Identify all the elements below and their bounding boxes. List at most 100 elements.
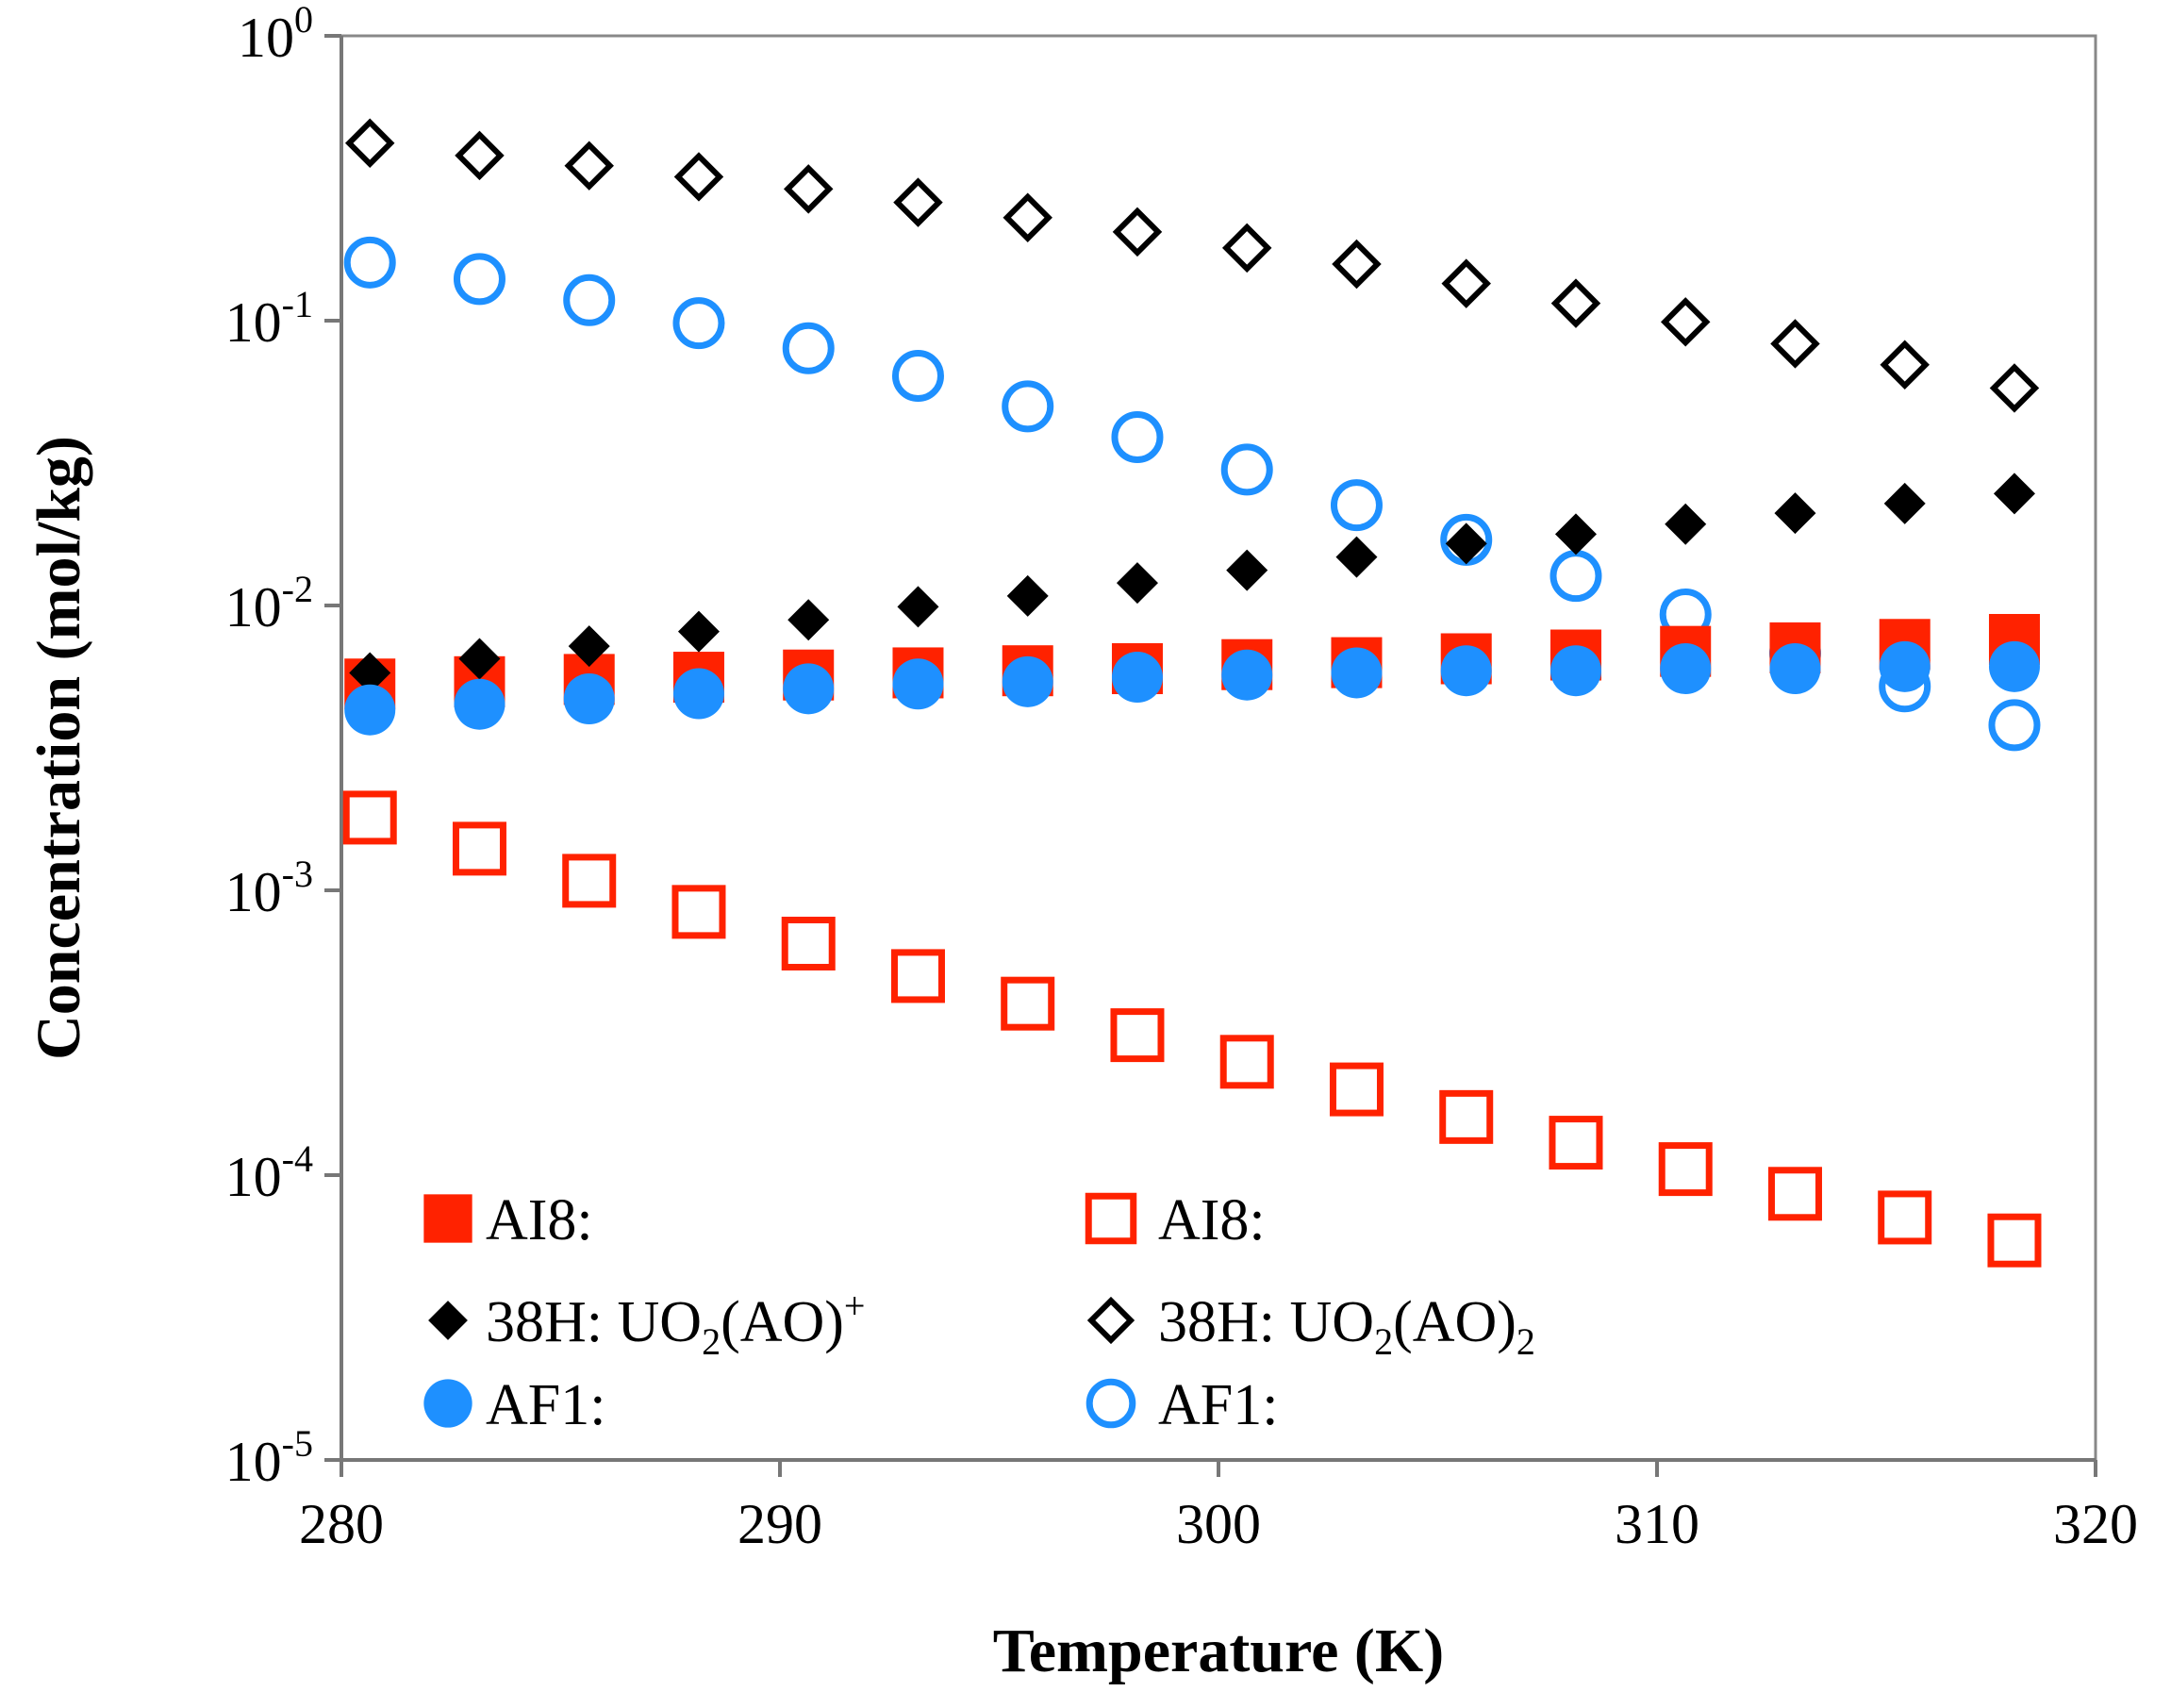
x-tick-label: 320: [2053, 1493, 2138, 1555]
data-point: [1330, 479, 1383, 532]
legend-label: 38H: UO2(AO)2: [1158, 1290, 1535, 1363]
data-point: [1660, 642, 1712, 694]
data-point: [1988, 699, 2041, 752]
legend-marker: [423, 1379, 472, 1428]
legend-item: AF1:: [423, 1373, 605, 1437]
data-point: [1769, 642, 1821, 694]
data-point: [890, 949, 945, 1003]
data-point: [1878, 1190, 1932, 1245]
data-point: [563, 673, 615, 725]
data-point: [783, 663, 835, 715]
x-tick-label: 300: [1176, 1493, 1261, 1555]
data-point: [1002, 380, 1054, 433]
legend-item: 38H: UO2(AO)+: [428, 1285, 865, 1363]
data-point: [1445, 522, 1487, 565]
series-1: [342, 790, 2042, 1268]
data-point: [1111, 410, 1164, 463]
legend-label: AI8:: [1158, 1188, 1266, 1252]
y-tick-label: 10-2: [225, 568, 313, 638]
y-tick-label: 10-5: [225, 1422, 313, 1493]
data-point: [344, 118, 395, 169]
data-point: [1993, 473, 2035, 515]
data-point: [1549, 1116, 1603, 1170]
data-point: [891, 350, 944, 403]
x-tick-label: 310: [1615, 1493, 1699, 1555]
data-point: [783, 164, 834, 214]
legend-marker: [423, 1194, 472, 1243]
data-point: [1440, 645, 1492, 697]
legend-label: 38H: UO2(AO)+: [486, 1285, 865, 1363]
data-point: [897, 586, 939, 628]
data-point: [564, 141, 614, 191]
legend-label: AF1:: [1158, 1373, 1278, 1437]
data-point: [455, 130, 505, 181]
data-point: [452, 821, 506, 876]
x-tick-label: 290: [737, 1493, 822, 1555]
legend-marker: [1085, 1192, 1137, 1245]
data-point: [672, 297, 725, 350]
legend-item: AI8:: [1085, 1188, 1266, 1252]
data-point: [782, 322, 835, 374]
data-point: [1770, 319, 1820, 369]
data-point: [1221, 223, 1272, 274]
data-point: [1116, 562, 1158, 605]
x-axis: 280 290 300 310 320: [299, 1460, 2138, 1555]
data-point: [1767, 1167, 1822, 1221]
data-point: [1335, 536, 1378, 578]
data-point: [1332, 239, 1382, 290]
data-point: [349, 652, 391, 694]
data-point: [1550, 645, 1601, 697]
data-point: [568, 625, 610, 668]
legend-label: AF1:: [486, 1373, 605, 1437]
data-point: [677, 610, 720, 653]
data-point: [1988, 640, 2040, 692]
data-point: [1329, 1062, 1384, 1117]
legend-label: AI8:: [486, 1188, 593, 1252]
data-point: [1774, 492, 1816, 535]
data-point: [892, 658, 944, 710]
y-axis-title: Concentration (mol/kg): [25, 436, 93, 1060]
data-point: [562, 854, 617, 908]
legend-item: 38H: UO2(AO)2: [1086, 1290, 1535, 1363]
series-3: [344, 118, 2040, 413]
legend-item: AI8:: [423, 1188, 593, 1252]
legend-item: AF1:: [1086, 1373, 1278, 1437]
data-point: [1221, 649, 1273, 701]
data-point: [672, 668, 724, 720]
y-axis: 100 10-1 10-2 10-3 10-4 10-5: [225, 0, 341, 1493]
data-point: [1219, 1035, 1274, 1089]
series-2: [349, 473, 2035, 694]
legend-marker: [1086, 1378, 1136, 1429]
data-point: [1658, 1142, 1713, 1197]
data-point: [453, 253, 505, 306]
series-layer: [342, 118, 2042, 1268]
data-point: [1006, 574, 1049, 617]
data-point: [1331, 647, 1383, 699]
data-point: [1554, 513, 1597, 556]
x-tick-label: 280: [299, 1493, 384, 1555]
data-point: [1439, 1089, 1494, 1144]
data-point: [1879, 640, 1931, 692]
data-point: [1111, 652, 1163, 704]
data-point: [1220, 443, 1273, 496]
legend-marker: [1086, 1296, 1135, 1345]
data-point: [1110, 1008, 1165, 1063]
data-point: [342, 790, 397, 845]
data-point: [1112, 207, 1163, 257]
data-point: [781, 917, 836, 971]
legend-marker: [428, 1301, 468, 1340]
y-tick-label: 100: [238, 0, 313, 69]
data-point: [458, 638, 501, 680]
data-point: [343, 236, 396, 289]
data-point: [1660, 297, 1711, 347]
y-tick-label: 10-4: [225, 1137, 313, 1208]
series-4: [344, 640, 2040, 736]
data-point: [1002, 655, 1053, 707]
data-point: [1441, 258, 1491, 308]
data-point: [1226, 549, 1268, 591]
x-axis-title: Temperature (K): [993, 1617, 1444, 1685]
data-point: [671, 885, 726, 939]
data-point: [673, 152, 724, 202]
